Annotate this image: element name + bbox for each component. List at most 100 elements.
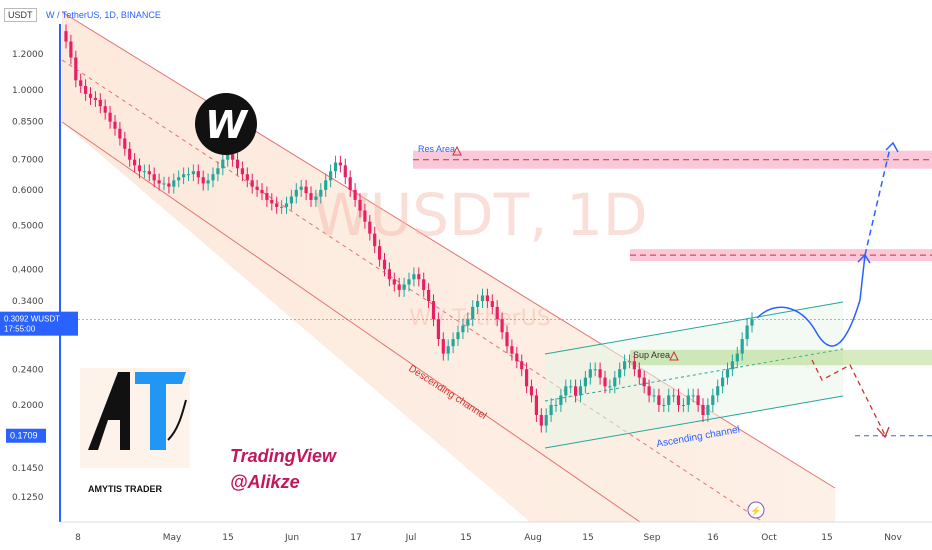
currency-badge[interactable]: USDT (4, 8, 37, 22)
candle-body (358, 199, 362, 211)
candle-body (578, 386, 583, 396)
candle-body (133, 159, 137, 166)
candle-body (235, 159, 240, 169)
price-tag-time: 17:55:00 (4, 325, 36, 334)
candle-body (93, 97, 97, 100)
y-tick-label: 0.8500 (12, 118, 44, 128)
candle-body (652, 395, 656, 397)
candle-body (255, 186, 259, 190)
bearish-projection (811, 359, 886, 436)
candle-body (632, 361, 636, 370)
y-tick-label: 0.2000 (12, 401, 44, 411)
candle-body (201, 177, 205, 184)
arrow-up-mid (857, 253, 871, 264)
y-tick-label: 0.7000 (12, 156, 44, 166)
candle-body (441, 339, 445, 354)
candle-body (231, 154, 235, 160)
candle-body (559, 395, 563, 405)
candle-body (64, 31, 68, 42)
candle-body (603, 377, 607, 387)
candle-body (157, 180, 161, 184)
resistance-area-band (413, 150, 932, 169)
candle-body (515, 353, 519, 362)
candle-body (657, 395, 661, 405)
support-zone (630, 349, 932, 366)
candle-body (162, 183, 166, 185)
descending-channel-mid (61, 59, 761, 521)
bullish-projection-dashed (864, 147, 891, 256)
candle-body (245, 174, 249, 181)
candle-body (446, 346, 450, 354)
descending-channel-lower (61, 121, 641, 523)
candle-body (206, 180, 210, 184)
candle-body (534, 395, 538, 416)
candle-body (583, 377, 587, 387)
ascending-channel-upper (544, 301, 844, 355)
trader-name: AMYTIS TRADER (88, 484, 163, 494)
candle-body (623, 361, 627, 370)
candle-body (88, 93, 93, 98)
candle-body (216, 168, 220, 175)
candle-body (226, 154, 230, 160)
candle-body (451, 339, 455, 347)
x-tick-label: 15 (460, 533, 471, 543)
bullish-projection (756, 254, 866, 347)
candle-body (480, 295, 485, 302)
candle-body (191, 171, 195, 175)
candle-body (304, 186, 308, 194)
candle-body (750, 319, 754, 326)
candle-body (196, 171, 200, 178)
candle-body (270, 199, 274, 204)
event-icon[interactable] (747, 501, 765, 519)
candle-body (289, 196, 293, 204)
y-tick-label: 0.1450 (12, 464, 44, 474)
candle-body (564, 386, 568, 396)
candle-body (667, 395, 671, 405)
candle-body (642, 377, 646, 387)
watermark-symbol: WUSDT, 1D (312, 181, 647, 249)
x-tick-label: Jul (405, 533, 417, 543)
candle-body (363, 210, 367, 222)
candle-body (554, 404, 558, 406)
candle-body (250, 180, 254, 187)
candle-body (387, 269, 391, 280)
candle-body (569, 386, 573, 388)
trader-logo-bg (80, 368, 190, 468)
y-tick-label: 0.5000 (12, 222, 44, 232)
y-tick-label: 0.2400 (12, 365, 44, 375)
candle-body (407, 279, 411, 285)
candle-body (510, 346, 514, 354)
candle-body (167, 183, 171, 187)
candle-body (529, 386, 534, 396)
candle-body (471, 306, 475, 320)
candle-body (186, 174, 191, 176)
low-price-value: 0.1709 (10, 431, 38, 441)
trader-logo-swoosh (167, 399, 187, 441)
symbol-title[interactable]: W / TetherUS, 1D, BINANCE (46, 10, 161, 20)
candle-body (152, 174, 156, 181)
arrow-up-top (885, 141, 899, 153)
candle-body (265, 193, 269, 200)
candle-body (647, 386, 651, 396)
candle-body (505, 332, 509, 347)
candle-body (588, 369, 592, 378)
w-logo (195, 93, 257, 155)
candle-body (701, 404, 705, 416)
candle-body (539, 415, 543, 426)
y-axis-panel (0, 0, 60, 550)
candle-body (368, 221, 372, 234)
w-logo-letter: W (205, 103, 249, 147)
candle-body (221, 159, 225, 169)
candle-body (691, 395, 695, 397)
candle-body (476, 301, 480, 307)
x-tick-label: 15 (582, 533, 593, 543)
trader-logo-t (135, 372, 186, 450)
candle-body (525, 369, 529, 387)
alert-icon (669, 350, 679, 361)
candle-body (118, 128, 122, 139)
x-tick-label: 16 (707, 533, 719, 543)
candle-body (123, 138, 127, 149)
candle-body (520, 361, 524, 370)
